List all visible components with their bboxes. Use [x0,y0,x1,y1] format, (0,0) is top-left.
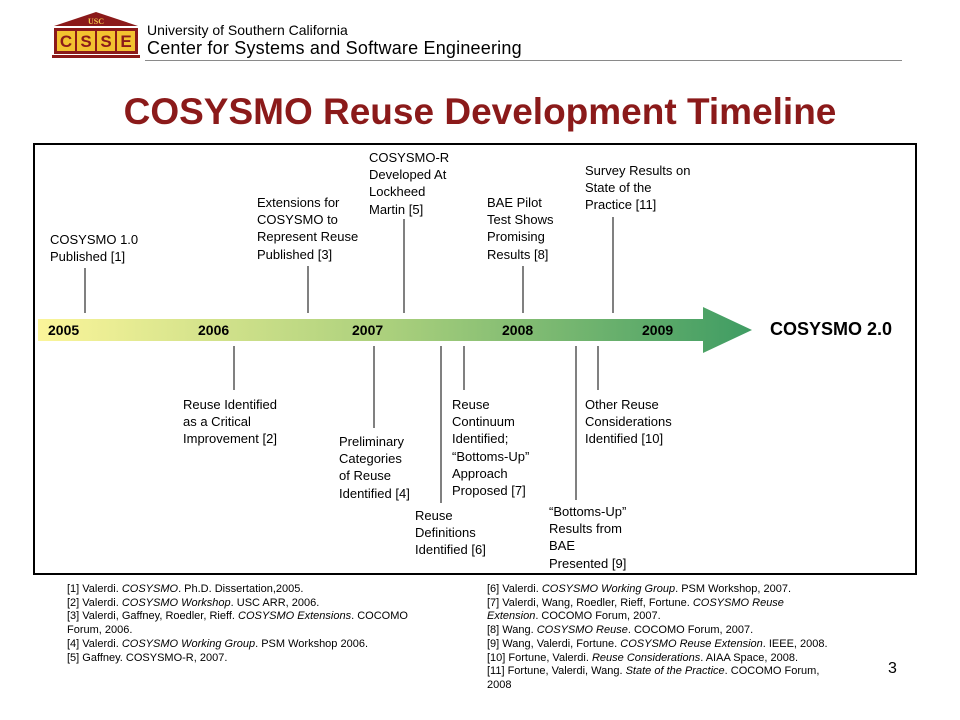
event-text-line: Other Reuse [585,397,659,412]
reference-line: 2008 [487,678,512,691]
event-text-line: Continuum [452,414,515,430]
logo-top-text: USC [88,17,104,26]
event-text-line: State of the [585,180,652,196]
event-text-line: Martin [5] [369,201,424,217]
event-text-line: Identified [6] [415,542,486,558]
org-university: University of Southern California [147,22,348,38]
timeline-event-below-4: Reuse Continuum Identified; “Bottoms-Up” App… [452,396,529,499]
event-text-line: “Bottoms-Up” [452,448,530,464]
reference-line: [3] Valerdi, Gaffney, Roedler, Rieff. CO… [67,610,408,623]
timeline-arrow [38,307,752,353]
event-text-line: Reuse [415,508,453,523]
event-text-line: Identified; [452,431,509,447]
event-text-line: COSYSMO 1.0 [50,232,139,247]
timeline-end-label: COSYSMO 2.0 [770,319,892,339]
event-text-line: Definitions [415,525,476,541]
reference-line: [9] Wang, Valerdi, Fortune. COSYSMO Reus… [487,637,828,650]
event-text-line: as a Critical [183,414,251,430]
svg-text:S: S [80,32,91,51]
svg-text:S: S [100,32,111,51]
event-text-line: BAE [549,538,576,554]
event-text-line: Identified [4] [339,485,410,501]
reference-line: [10] Fortune, Valerdi. Reuse Considerati… [487,651,799,664]
timeline-event-below-6: Other Reuse Considerations Identified [10] [585,396,672,448]
timeline-event-above-1: COSYSMO 1.0 Published [1] [50,231,138,265]
timeline-event-below-2: Preliminary Categories of Reuse Identified … [339,433,410,502]
timeline-event-above-3: COSYSMO-R Developed At Lockheed Martin [5] [369,149,449,218]
event-connectors [84,217,614,503]
event-text-line: Improvement [2] [183,431,277,447]
event-text-line: Practice [11] [585,197,657,213]
event-text-line: Preliminary [339,434,405,449]
reference-line: Extension. COCOMO Forum, 2007. [487,610,661,623]
event-text-line: Test Shows [487,212,554,228]
usc-csse-logo: USC C S S E [52,12,140,58]
timeline-panel [33,143,917,575]
svg-text:C: C [60,32,72,51]
event-text-line: COSYSMO-R [369,150,450,165]
reference-line: [7] Valerdi, Wang, Roedler, Rieff, Fortu… [487,596,784,609]
year-label-2008: 2008 [502,322,533,338]
header-rule [145,60,902,61]
event-text-line: Developed At [369,167,447,183]
event-text-line: Categories [339,451,402,467]
year-label-2006: 2006 [198,322,229,338]
event-text-line: Approach [452,465,508,481]
timeline-event-below-3: Reuse Definitions Identified [6] [415,507,486,559]
event-text-line: Results [8] [487,246,549,262]
year-label-2005: 2005 [48,322,79,338]
reference-line: [5] Gaffney. COSYSMO-R, 2007. [67,651,228,664]
event-text-line: Reuse Identified [183,397,277,412]
event-text-line: Identified [10] [585,431,664,447]
timeline-event-above-2: Extensions for COSYSMO to Represent Reuse P… [257,194,358,263]
event-text-line: Survey Results on [585,163,691,178]
svg-text:E: E [120,32,131,51]
timeline-event-above-5: Survey Results on State of the Practice [1… [585,162,691,214]
event-text-line: COSYSMO to [257,212,338,228]
event-text-line: BAE Pilot [487,195,542,210]
event-text-line: of Reuse [339,468,392,484]
event-text-line: Results from [549,521,622,537]
event-text-line: Lockheed [369,184,426,200]
event-text-line: Proposed [7] [452,483,526,499]
reference-line: [4] Valerdi. COSYSMO Working Group. PSM … [67,637,368,650]
reference-line: [8] Wang. COSYSMO Reuse. COCOMO Forum, 2… [487,624,754,637]
timeline-event-below-5: “Bottoms-Up” Results from BAE Presented [9] [549,503,626,572]
org-center: Center for Systems and Software Engineer… [147,38,522,58]
year-label-2009: 2009 [642,322,673,338]
event-text-line: Extensions for [257,195,340,210]
page-number: 3 [888,660,897,677]
event-text-line: Published [1] [50,249,126,265]
reference-line: [11] Fortune, Valerdi, Wang. State of th… [487,665,820,678]
logo-letter-boxes: C S S E [57,31,135,51]
event-text-line: Reuse [452,397,490,412]
event-text-line: Considerations [585,414,672,430]
event-text-line: “Bottoms-Up” [549,504,627,519]
timeline-event-above-4: BAE Pilot Test Shows Promising Results [8] [487,194,553,263]
event-text-line: Published [3] [257,246,333,262]
reference-line: [2] Valerdi. COSYSMO Workshop. USC ARR, … [67,596,320,609]
slide-title: COSYSMO Reuse Development Timeline [123,91,837,132]
year-label-2007: 2007 [352,322,383,338]
event-text-line: Presented [9] [549,555,627,571]
event-text-line: Promising [487,229,545,245]
event-text-line: Represent Reuse [257,229,359,245]
reference-line: [1] Valerdi. COSYSMO. Ph.D. Dissertation… [67,583,304,595]
reference-line: [6] Valerdi. COSYSMO Working Group. PSM … [487,583,792,595]
reference-line: Forum, 2006. [67,624,133,637]
timeline-event-below-1: Reuse Identified as a Critical Improvement… [183,396,277,448]
